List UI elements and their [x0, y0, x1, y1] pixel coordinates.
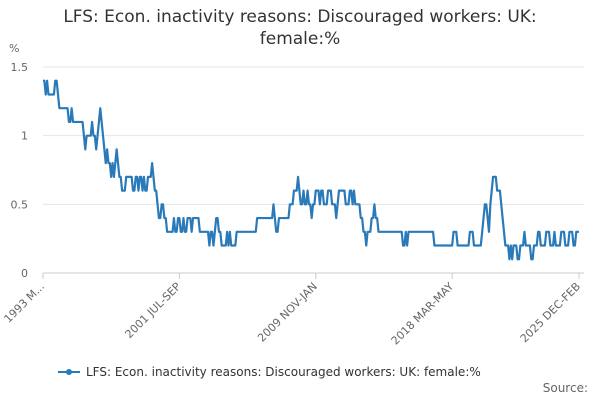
source: Source:	[543, 381, 588, 395]
y-tick-label: 0	[21, 267, 28, 280]
x-tick-label: 1993 M...	[2, 280, 48, 326]
x-tick-label: 2025 DEC-FEB	[518, 280, 583, 345]
y-tick-label: 0.5	[11, 198, 29, 211]
y-tick-label: 1	[21, 130, 28, 143]
data-line	[43, 79, 579, 261]
legend-marker	[66, 369, 72, 375]
y-tick-label: 1.5	[11, 61, 29, 74]
y-axis-label: %	[9, 42, 19, 55]
x-tick-label: 2001 JUL-SEP	[123, 280, 184, 341]
chart-title: LFS: Econ. inactivity reasons: Discourag…	[63, 7, 537, 49]
x-tick-label: 2009 NOV-JAN	[255, 280, 320, 345]
x-tick-label: 2018 MAR-MAY	[389, 280, 457, 348]
legend-label: LFS: Econ. inactivity reasons: Discourag…	[86, 365, 481, 379]
